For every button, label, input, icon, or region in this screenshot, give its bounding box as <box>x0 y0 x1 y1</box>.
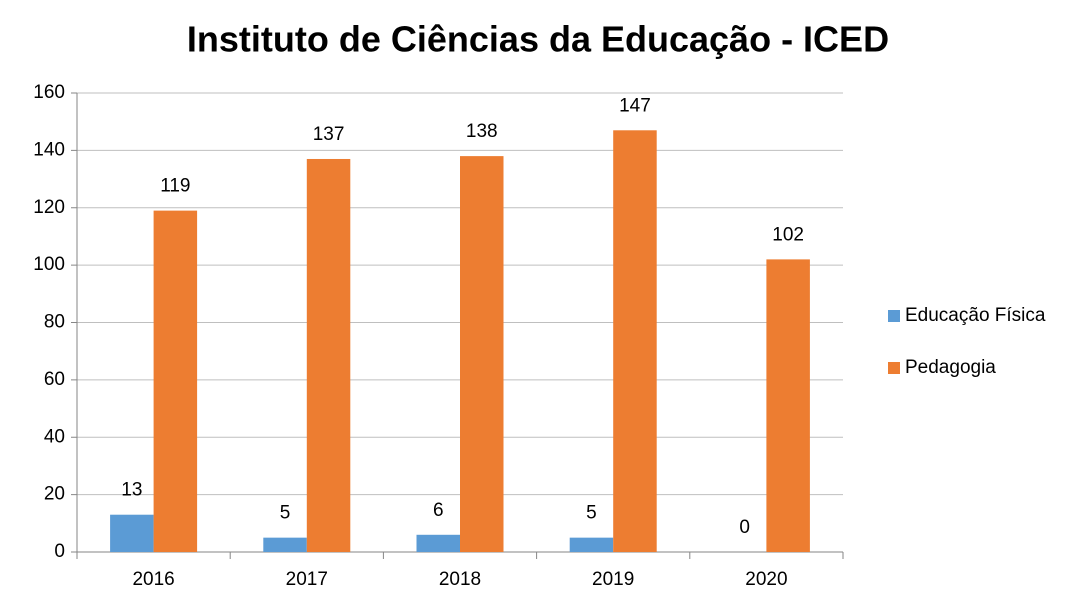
bar <box>110 514 154 552</box>
bar <box>153 210 198 552</box>
value-label: 0 <box>739 517 750 538</box>
value-label: 102 <box>772 224 804 245</box>
value-label: 6 <box>433 500 444 521</box>
x-tick-label: 2018 <box>439 569 481 590</box>
bar <box>766 259 810 552</box>
y-tick-label: 20 <box>44 484 65 505</box>
value-label: 147 <box>619 95 651 116</box>
x-tick-label: 2017 <box>286 569 328 590</box>
x-tick-label: 2019 <box>592 569 634 590</box>
value-label: 119 <box>160 176 190 197</box>
x-tick-label: 2016 <box>132 569 174 590</box>
legend-label: Educação Física <box>905 305 1046 326</box>
value-label: 137 <box>313 124 345 145</box>
bar <box>416 534 460 552</box>
bar <box>569 537 614 552</box>
y-tick-label: 40 <box>44 426 65 447</box>
chart-title: Instituto de Ciências da Educação - ICED <box>187 19 889 60</box>
bar <box>263 537 307 552</box>
y-tick-label: 60 <box>44 369 65 390</box>
x-tick-label: 2020 <box>745 569 787 590</box>
legend-label: Pedagogia <box>905 357 996 378</box>
value-label: 13 <box>121 480 142 501</box>
y-tick-label: 160 <box>33 82 65 103</box>
bar <box>306 158 351 552</box>
legend-key <box>888 310 900 322</box>
legend-key <box>888 362 900 374</box>
y-tick-label: 80 <box>44 312 65 333</box>
value-label: 5 <box>586 503 597 524</box>
y-tick-label: 0 <box>54 541 65 562</box>
bar <box>613 130 657 552</box>
value-label: 138 <box>466 121 498 142</box>
bar <box>460 156 504 553</box>
value-label: 5 <box>280 503 291 524</box>
y-tick-label: 100 <box>33 254 65 275</box>
y-tick-label: 140 <box>33 139 65 160</box>
y-tick-label: 120 <box>33 197 65 218</box>
